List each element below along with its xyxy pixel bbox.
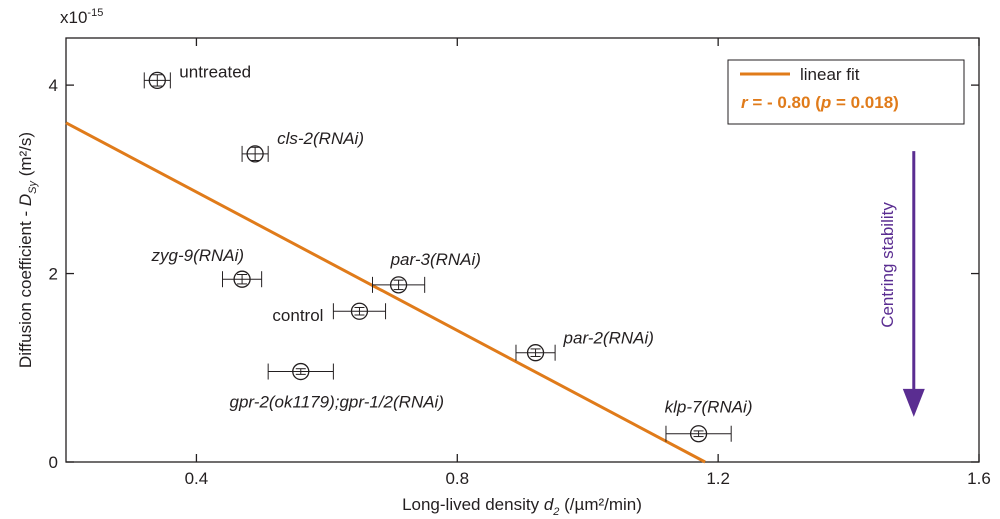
x-tick-label: 0.4 (185, 469, 209, 488)
data-point: gpr-2(ok1179);gpr-1/2(RNAi) (230, 362, 444, 412)
centring-stability-annotation: Centring stability (878, 151, 925, 417)
fit-layer (65, 121, 706, 464)
legend-box (727, 59, 965, 125)
x-axis-label: Long-lived density d2 (/µm²/min) (402, 495, 642, 518)
point-label: par-3(RNAi) (390, 250, 481, 269)
plot-frame (65, 37, 980, 463)
point-label: untreated (179, 62, 251, 81)
linear-fit-line (65, 121, 706, 464)
data-point: par-2(RNAi) (515, 329, 654, 362)
point-marker (689, 425, 708, 443)
point-marker (292, 362, 310, 381)
legend: linear fit r = - 0.80 (p = 0.018) (727, 59, 965, 125)
legend-fit-label: linear fit (800, 65, 860, 84)
data-point: control (272, 302, 387, 325)
data-point: untreated (143, 62, 251, 90)
x-tick-label: 0.8 (445, 469, 469, 488)
point-label: cls-2(RNAi) (277, 129, 364, 148)
point-marker (233, 270, 251, 288)
axis-ticks: 0.4 0.8 1.2 1.6 0 2 4 (49, 38, 991, 488)
point-marker (246, 145, 264, 163)
point-label: zyg-9(RNAi) (151, 246, 245, 265)
point-label: control (272, 306, 323, 325)
data-point: cls-2(RNAi) (241, 129, 364, 163)
x-tick-label: 1.2 (706, 469, 730, 488)
points-layer: untreated cls-2(RNAi) zyg-9(RNAi) par-3(RNA… (143, 62, 753, 443)
point-marker (148, 71, 166, 90)
data-point: zyg-9(RNAi) (151, 246, 263, 288)
point-marker (389, 276, 408, 294)
point-label: par-2(RNAi) (563, 329, 654, 348)
x-tick-label: 1.6 (967, 469, 991, 488)
y-multiplier: x10-15 (60, 7, 103, 27)
data-point: klp-7(RNAi) (665, 398, 753, 443)
y-tick-label: 0 (49, 453, 58, 472)
point-label: gpr-2(ok1179);gpr-1/2(RNAi) (230, 393, 444, 412)
legend-stat: r = - 0.80 (p = 0.018) (741, 93, 899, 112)
y-tick-label: 2 (49, 265, 58, 284)
annotation-label: Centring stability (878, 202, 897, 328)
y-axis-label: Diffusion coefficient - DSy (m²/s) (16, 132, 39, 368)
y-tick-label: 4 (49, 76, 58, 95)
point-marker (350, 302, 369, 320)
point-marker (526, 344, 545, 362)
point-label: klp-7(RNAi) (665, 398, 753, 417)
data-point: par-3(RNAi) (372, 250, 481, 294)
annotation-arrow-head (902, 388, 925, 417)
